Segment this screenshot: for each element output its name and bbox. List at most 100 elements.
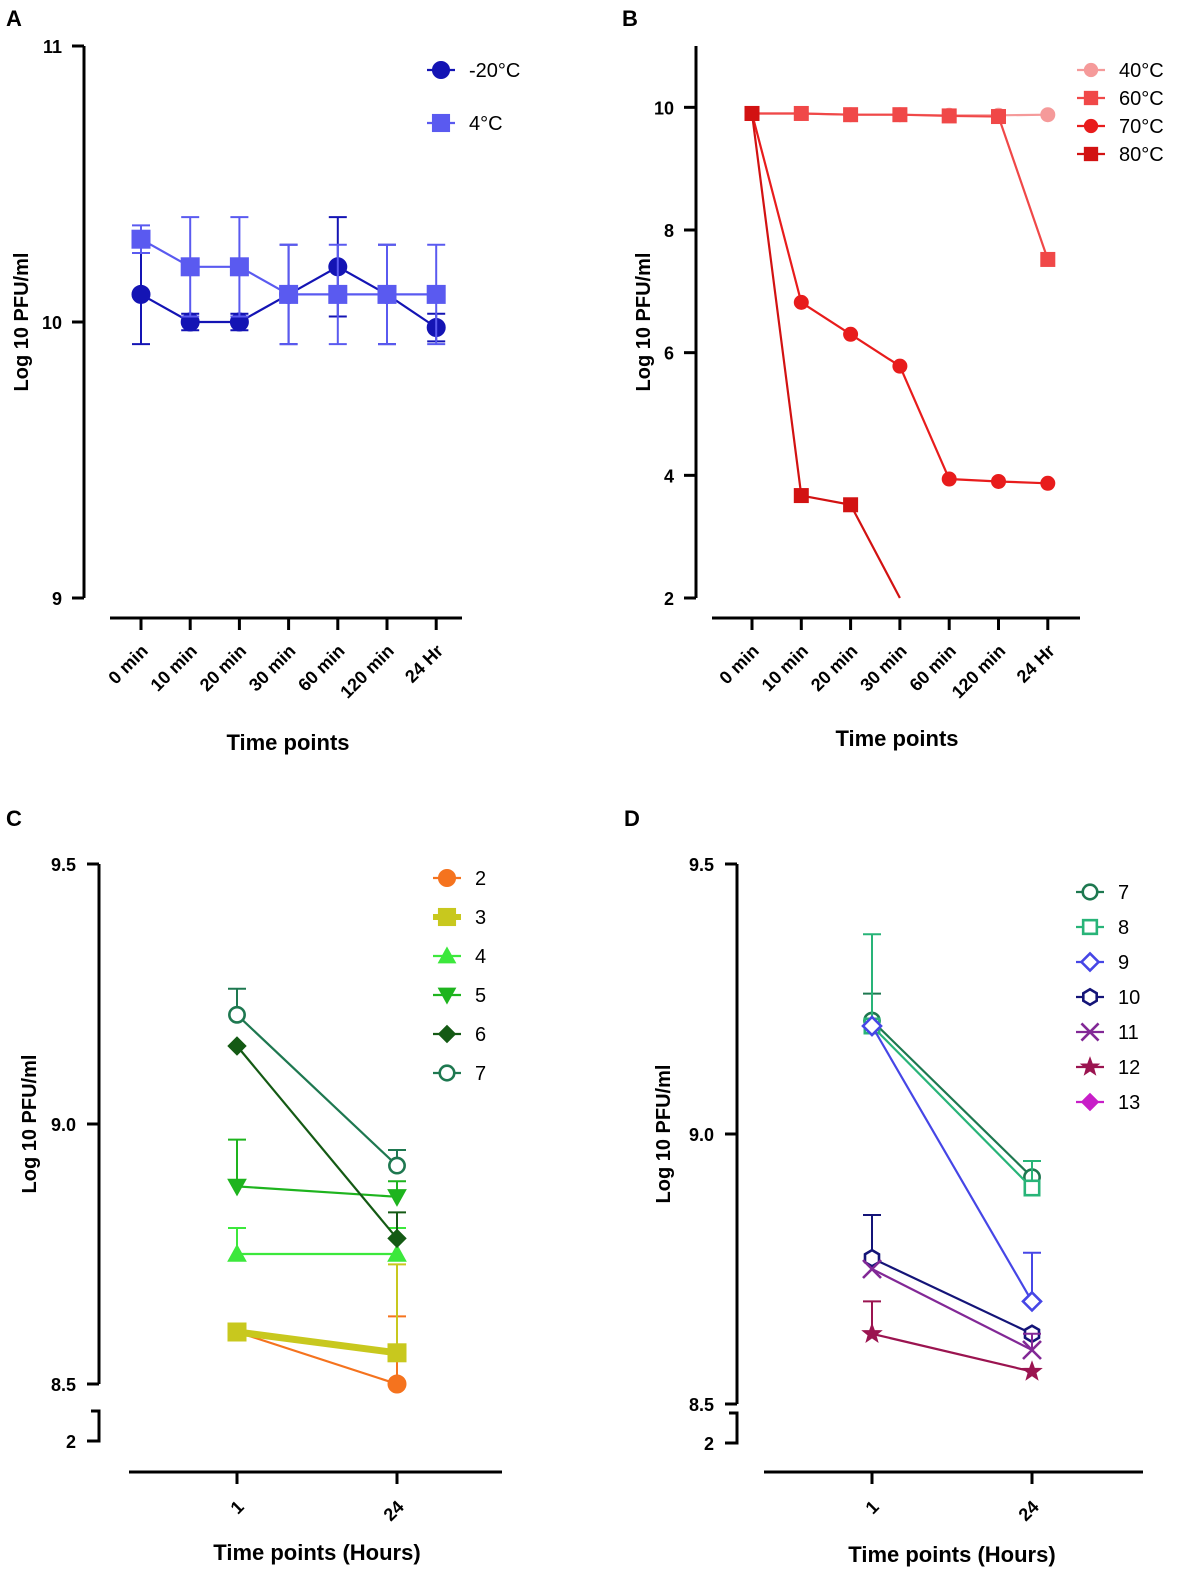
series-line <box>750 113 901 599</box>
legend-entry: 11 <box>1076 1022 1139 1044</box>
data-point <box>861 1322 883 1344</box>
series-line <box>236 1013 398 1167</box>
y-axis-label: Log 10 PFU/ml <box>653 1065 675 1204</box>
data-point <box>388 1156 406 1175</box>
x-tick-label: 10 min <box>758 641 812 695</box>
series-4°C <box>131 216 446 346</box>
series-line <box>752 112 1049 260</box>
x-tick-label: 10 min <box>147 641 201 695</box>
data-point <box>862 1259 882 1279</box>
legend-entry: 80°C <box>1077 144 1164 166</box>
legend-marker <box>1080 1022 1100 1042</box>
y-tick-label-break: 2 <box>66 1432 76 1452</box>
y-tick-label-break: 2 <box>704 1434 714 1454</box>
panel-D: D 8.5 9.0 9.5 2 Log 10 PFU/ml 1 24 Time points (… <box>624 806 1143 1567</box>
data-point <box>892 358 908 374</box>
y-tick-label: 11 <box>43 37 62 57</box>
data-point <box>1021 1360 1043 1381</box>
data-point <box>1040 107 1056 123</box>
y-tick-label: 9 <box>52 589 62 609</box>
legend-marker <box>437 1024 457 1044</box>
series-80°C <box>744 105 901 599</box>
x-tick-label: 30 min <box>245 641 299 695</box>
legend-entry: 3 <box>433 907 486 929</box>
data-point <box>227 1036 247 1056</box>
series-line <box>871 1019 1033 1178</box>
legend-label: 8 <box>1118 917 1129 939</box>
series-60°C <box>744 105 1056 267</box>
panel-label: A <box>6 6 22 31</box>
legend-entry: 13 <box>1076 1092 1140 1114</box>
data-point <box>991 109 1006 125</box>
x-tick-label: 24 Hr <box>1013 641 1059 687</box>
data-point <box>131 229 151 249</box>
legend-label: -20°C <box>469 60 520 82</box>
data-point <box>426 284 446 304</box>
data-point <box>1040 475 1056 491</box>
legend-marker <box>1083 146 1099 162</box>
data-point <box>991 473 1006 489</box>
y-tick-label: 4 <box>664 466 674 486</box>
legend-marker <box>1083 118 1099 134</box>
data-point <box>387 1228 407 1249</box>
data-point <box>180 257 200 277</box>
data-point <box>387 1343 407 1363</box>
data-point <box>863 1248 881 1268</box>
series-6 <box>227 1036 407 1249</box>
data-point <box>1023 1179 1041 1197</box>
series-3 <box>227 1263 407 1363</box>
legend-entry: 7 <box>1076 882 1129 904</box>
legend-entry: 60°C <box>1077 88 1164 110</box>
data-point <box>387 1243 407 1262</box>
series-9 <box>861 1015 1043 1313</box>
x-tick-label: 0 min <box>104 641 151 688</box>
legend-entry: 10 <box>1076 987 1140 1009</box>
legend-marker <box>1079 951 1101 973</box>
legend-label: 4°C <box>469 113 503 135</box>
data-point <box>941 108 957 124</box>
panel-label: D <box>624 806 640 831</box>
y-axis-break <box>87 1409 101 1443</box>
legend-marker <box>1080 1092 1100 1112</box>
legend-marker <box>437 987 457 1005</box>
x-tick-label: 1 <box>227 1497 248 1518</box>
data-point <box>744 105 760 121</box>
legend-entry: 40°C <box>1077 60 1164 82</box>
x-tick-label: 120 min <box>948 641 1010 703</box>
legend-label: 11 <box>1118 1022 1139 1044</box>
legend-label: 7 <box>475 1063 486 1085</box>
legend-marker <box>431 113 451 133</box>
data-point <box>1021 1290 1043 1313</box>
legend-label: 80°C <box>1119 144 1164 166</box>
series-11 <box>862 1259 1042 1360</box>
x-tick-label: 120 min <box>336 641 398 703</box>
x-axis-label: Time points (Hours) <box>213 1540 420 1565</box>
x-tick-label: 20 min <box>807 641 861 695</box>
y-tick-label: 8.5 <box>689 1395 714 1415</box>
legend-marker <box>431 60 451 80</box>
data-point <box>1040 251 1056 267</box>
series-line <box>236 1328 398 1357</box>
data-point <box>793 294 809 310</box>
data-point <box>227 1243 247 1262</box>
legend-label: 60°C <box>1119 88 1164 110</box>
series-line <box>871 1025 1033 1189</box>
series-line <box>871 1332 1033 1373</box>
legend-entry: -20°C <box>427 60 520 82</box>
y-tick-label: 9.0 <box>689 1125 714 1145</box>
legend-marker <box>437 868 457 888</box>
legend-label: 6 <box>475 1024 486 1046</box>
data-point <box>279 284 299 304</box>
legend-entry: 4 <box>433 946 486 968</box>
legend-entry: 5 <box>433 985 486 1007</box>
series-8 <box>863 933 1041 1197</box>
y-tick-label: 9.0 <box>51 1115 76 1135</box>
legend-label: 40°C <box>1119 60 1164 82</box>
y-tick-label: 9.5 <box>51 855 76 875</box>
legend-entry: 6 <box>433 1024 486 1046</box>
x-tick-label: 1 <box>862 1497 883 1518</box>
